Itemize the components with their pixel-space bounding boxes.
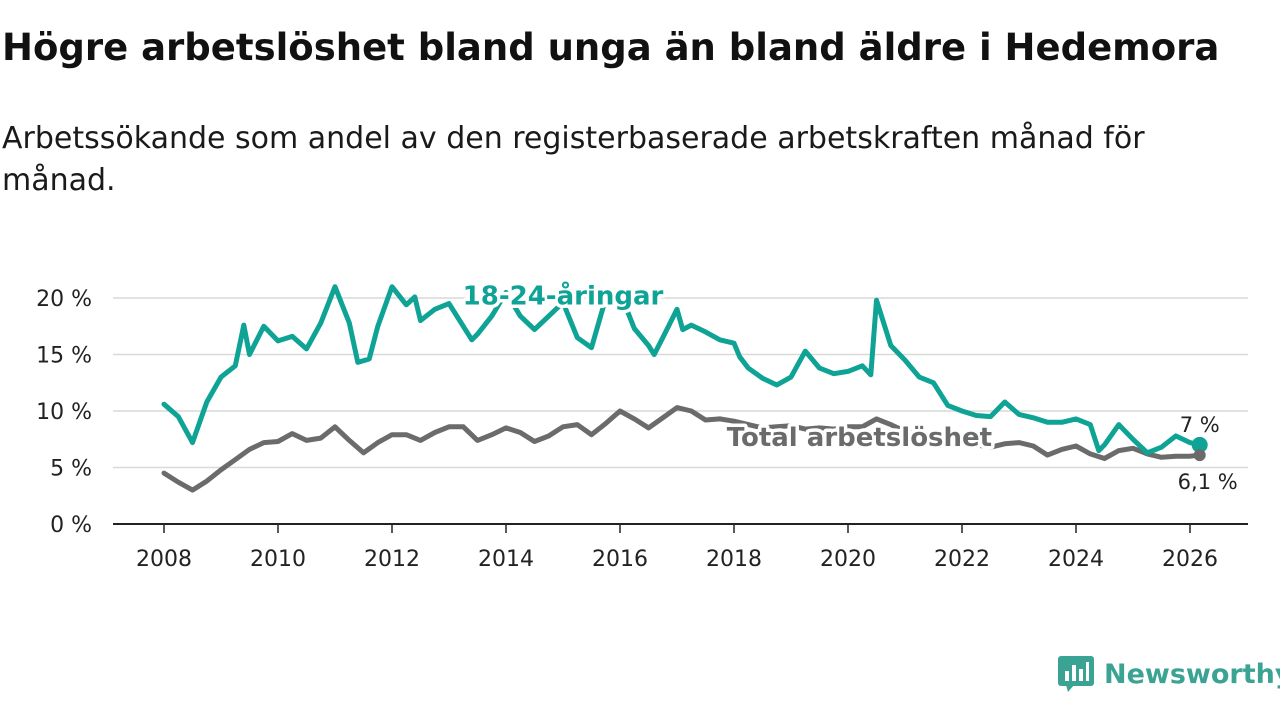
- y-tick-label: 10 %: [36, 400, 92, 425]
- y-tick-label: 5 %: [50, 457, 92, 482]
- x-tick-label: 2012: [364, 547, 420, 572]
- series-end-dot-total: [1193, 449, 1206, 462]
- x-tick-label: 2014: [478, 547, 534, 572]
- newsworthy-logo-icon: [1058, 656, 1094, 692]
- chart-subtitle: Arbetssökande som andel av den registerb…: [2, 121, 1145, 198]
- chart-title: Högre arbetslöshet bland unga än bland ä…: [2, 26, 1220, 69]
- x-axis: 2008 2010 2012 2014 2016 2018 2020 2022 2024 2026: [113, 523, 1248, 572]
- y-tick-label: 0 %: [50, 513, 92, 538]
- brand-name: Newsworthy: [1104, 658, 1280, 690]
- x-tick-label: 2016: [592, 547, 648, 572]
- x-tick-label: 2022: [934, 547, 990, 572]
- x-tick-label: 2010: [250, 547, 306, 572]
- end-value-label-youth: 7 %: [1180, 413, 1220, 437]
- x-tick-label: 2024: [1048, 547, 1104, 572]
- series-label-total: Total arbetslöshet: [727, 423, 992, 453]
- x-tick-label: 2026: [1162, 547, 1218, 572]
- series-end-dot-youth: [1191, 436, 1208, 453]
- x-tick-label: 2008: [136, 547, 192, 572]
- newsworthy-brand: Newsworthy: [1058, 654, 1280, 694]
- y-axis-tick-labels: 0 % 5 % 10 % 15 % 20 %: [36, 287, 92, 538]
- x-tick-label: 2020: [820, 547, 876, 572]
- series-lines: [161, 284, 1208, 493]
- series-labels: 18-24-åringar Total arbetslöshet 7 % 6,1 %: [459, 276, 1240, 496]
- gridlines: [113, 297, 1248, 469]
- end-value-label-total: 6,1 %: [1178, 470, 1238, 494]
- y-tick-label: 20 %: [36, 287, 92, 312]
- x-tick-label: 2018: [706, 547, 762, 572]
- series-label-youth: 18-24-åringar: [463, 280, 664, 312]
- series-line-total: [161, 405, 1203, 493]
- series-line-youth: [161, 284, 1203, 456]
- y-tick-label: 15 %: [36, 344, 92, 369]
